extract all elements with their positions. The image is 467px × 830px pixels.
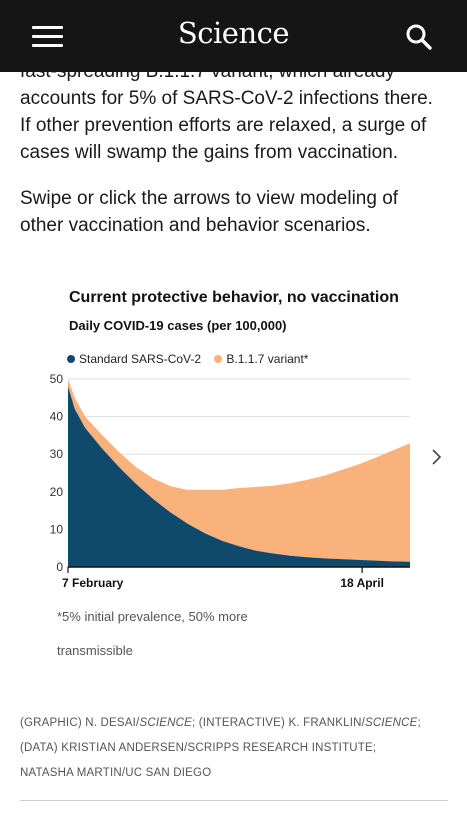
chart-legend: Standard SARS-CoV-2 B.1.1.7 variant* xyxy=(67,352,318,366)
paragraph-line: Swipe or click the arrows to view modeli… xyxy=(20,188,399,209)
chart-title: Current protective behavior, no vaccinat… xyxy=(69,289,399,306)
site-logo[interactable]: Science xyxy=(177,16,290,50)
credit-text: ; (INTERACTIVE) K. FRANKLIN/ xyxy=(191,717,365,729)
search-icon[interactable] xyxy=(404,22,434,52)
chart-subtitle: Daily COVID-19 cases (per 100,000) xyxy=(69,318,287,333)
y-tick-label: 40 xyxy=(50,410,64,424)
chart-footnote: *5% initial prevalence, 50% more transmi… xyxy=(57,600,248,668)
hamburger-menu-icon[interactable] xyxy=(32,26,64,48)
legend-label: Standard SARS-CoV-2 xyxy=(79,352,202,366)
y-tick-label: 50 xyxy=(50,372,64,386)
credit-publication: SCIENCE xyxy=(365,717,418,729)
credit-publication: SCIENCE xyxy=(139,717,192,729)
credit-line: NATASHA MARTIN/UC SAN DIEGO xyxy=(20,767,212,779)
legend-entry-standard: Standard SARS-CoV-2 xyxy=(67,352,201,366)
paragraph-line: accounts for 5% of SARS-CoV-2 infections… xyxy=(20,88,433,109)
top-navigation-bar: Science xyxy=(0,0,467,72)
y-tick-label: 0 xyxy=(56,560,63,574)
y-tick-label: 20 xyxy=(50,485,64,499)
legend-entry-variant: B.1.1.7 variant* xyxy=(214,352,308,366)
credit-text: ; xyxy=(417,717,421,729)
image-credits: (GRAPHIC) N. DESAI/SCIENCE; (INTERACTIVE… xyxy=(20,711,421,786)
x-tick-label: 7 February xyxy=(62,576,124,590)
paragraph-line: other vaccination and behavior scenarios… xyxy=(20,215,371,236)
paragraph-line: cases will swamp the gains from vaccinat… xyxy=(20,142,399,163)
y-tick-label: 10 xyxy=(50,522,64,536)
article-paragraph: Swipe or click the arrows to view modeli… xyxy=(20,185,452,239)
x-tick-label: 18 April xyxy=(340,576,384,590)
paragraph-line: If other prevention efforts are relaxed,… xyxy=(20,115,427,136)
credit-text: (GRAPHIC) N. DESAI/ xyxy=(20,717,140,729)
legend-swatch xyxy=(67,355,75,363)
chevron-right-icon[interactable] xyxy=(428,447,444,467)
area-series-standard xyxy=(68,386,410,567)
footnote-line: *5% initial prevalence, 50% more xyxy=(57,609,248,624)
legend-swatch xyxy=(214,355,223,363)
divider xyxy=(20,800,448,801)
legend-label: B.1.1.7 variant* xyxy=(226,352,309,366)
article-paragraph: fast-spreading B.1.1.7 variant, which al… xyxy=(20,58,452,166)
area-series-variant xyxy=(68,379,410,562)
credit-line: (GRAPHIC) N. DESAI/SCIENCE; (INTERACTIVE… xyxy=(20,711,421,736)
footnote-line: transmissible xyxy=(57,643,133,658)
area-chart: 0 10 20 30 40 50 7 February 18 April xyxy=(50,372,410,590)
y-tick-label: 30 xyxy=(50,447,64,461)
credit-line: (DATA) KRISTIAN ANDERSEN/SCRIPPS RESEARC… xyxy=(20,742,377,754)
